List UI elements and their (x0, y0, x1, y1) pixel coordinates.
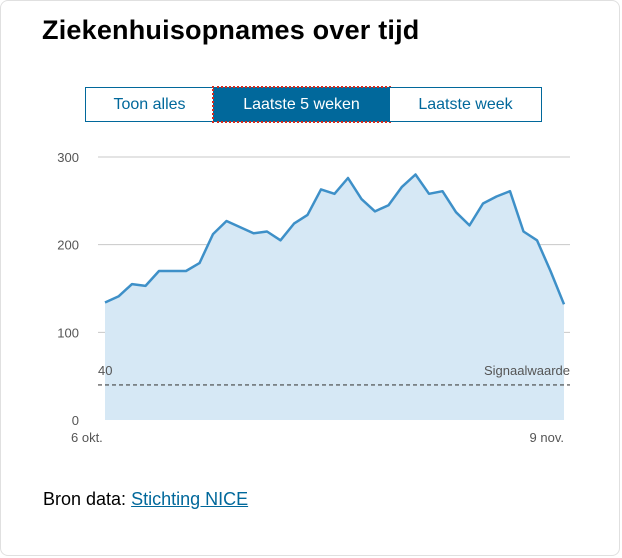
y-axis-ticks: 0 100 200 300 (57, 150, 79, 428)
data-source: Bron data: Stichting NICE (43, 489, 248, 510)
source-link[interactable]: Stichting NICE (131, 489, 249, 509)
signal-value-label: 40 (98, 363, 112, 378)
tab-last-5-weeks[interactable]: Laatste 5 weken (212, 86, 391, 123)
admissions-area (105, 174, 564, 420)
period-tabs: Toon alles Laatste 5 weken Laatste week (85, 86, 542, 123)
x-axis-start-label: 6 okt. (71, 430, 103, 445)
page-title: Ziekenhuisopnames over tijd (42, 15, 420, 45)
tab-all[interactable]: Toon alles (85, 87, 214, 122)
admissions-line (104, 173, 566, 305)
hospital-admissions-chart: 0 100 200 300 40 Signaalwaarde 6 okt. 9 nov… (57, 150, 570, 445)
signal-name-label: Signaalwaarde (484, 363, 570, 378)
source-prefix: Bron data: (43, 489, 127, 509)
y-tick-label: 100 (57, 325, 79, 340)
y-tick-label: 300 (57, 150, 79, 165)
y-tick-label: 200 (57, 238, 79, 253)
tab-last-week[interactable]: Laatste week (389, 87, 542, 122)
y-tick-label: 0 (72, 413, 79, 428)
x-axis-end-label: 9 nov. (530, 430, 564, 445)
